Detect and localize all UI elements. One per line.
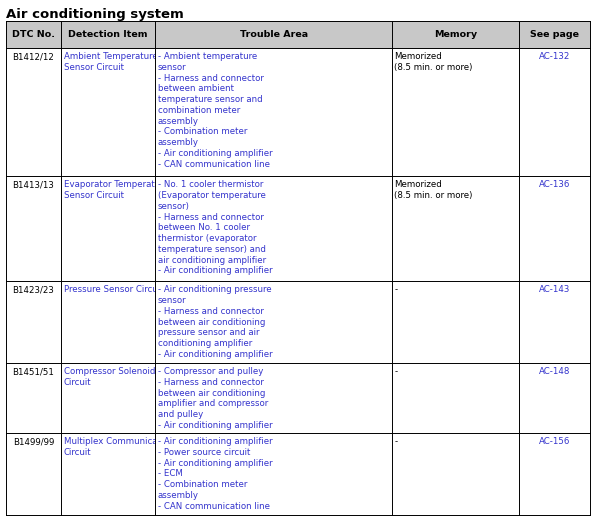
Text: Evaporator Temperature
Sensor Circuit: Evaporator Temperature Sensor Circuit [64,180,169,200]
Text: - No. 1 cooler thermistor
(Evaporator temperature
sensor)
- Harness and connecto: - No. 1 cooler thermistor (Evaporator te… [157,180,272,276]
Text: DTC No.: DTC No. [12,30,55,39]
Text: AC-156: AC-156 [539,437,570,446]
Bar [6,281,590,363]
Text: B1413/13: B1413/13 [13,180,54,189]
Bar [6,363,590,433]
Text: B1412/12: B1412/12 [13,52,54,61]
Text: Air conditioning system: Air conditioning system [6,8,184,21]
Text: B1499/99: B1499/99 [13,437,54,446]
Text: AC-148: AC-148 [539,367,570,376]
Text: B1423/23: B1423/23 [13,285,54,294]
Text: B1451/51: B1451/51 [13,367,54,376]
Text: -: - [395,367,398,376]
Bar [6,176,590,281]
Text: Trouble Area: Trouble Area [240,30,308,39]
Text: Ambient Temperature
Sensor Circuit: Ambient Temperature Sensor Circuit [64,52,157,72]
Text: AC-143: AC-143 [539,285,570,294]
Bar [6,433,590,515]
Text: Memory: Memory [434,30,477,39]
Text: Memorized
(8.5 min. or more): Memorized (8.5 min. or more) [395,52,473,72]
Text: - Air conditioning pressure
sensor
- Harness and connector
between air condition: - Air conditioning pressure sensor - Har… [157,285,272,359]
Text: See page: See page [530,30,579,39]
Text: Detection Item: Detection Item [69,30,148,39]
Text: -: - [395,285,398,294]
Text: -: - [395,437,398,446]
Text: AC-132: AC-132 [539,52,570,61]
Text: Pressure Sensor Circuit: Pressure Sensor Circuit [64,285,163,294]
Text: - Air conditioning amplifier
- Power source circuit
- Air conditioning amplifier: - Air conditioning amplifier - Power sou… [157,437,272,511]
Bar [6,48,590,176]
Text: Multiplex Communication
Circuit: Multiplex Communication Circuit [64,437,173,457]
Text: AC-136: AC-136 [539,180,570,189]
Text: Compressor Solenoid
Circuit: Compressor Solenoid Circuit [64,367,155,387]
Bar [6,21,590,48]
Text: Memorized
(8.5 min. or more): Memorized (8.5 min. or more) [395,180,473,200]
Text: - Compressor and pulley
- Harness and connector
between air conditioning
amplifi: - Compressor and pulley - Harness and co… [157,367,272,430]
Text: - Ambient temperature
sensor
- Harness and connector
between ambient
temperature: - Ambient temperature sensor - Harness a… [157,52,272,168]
